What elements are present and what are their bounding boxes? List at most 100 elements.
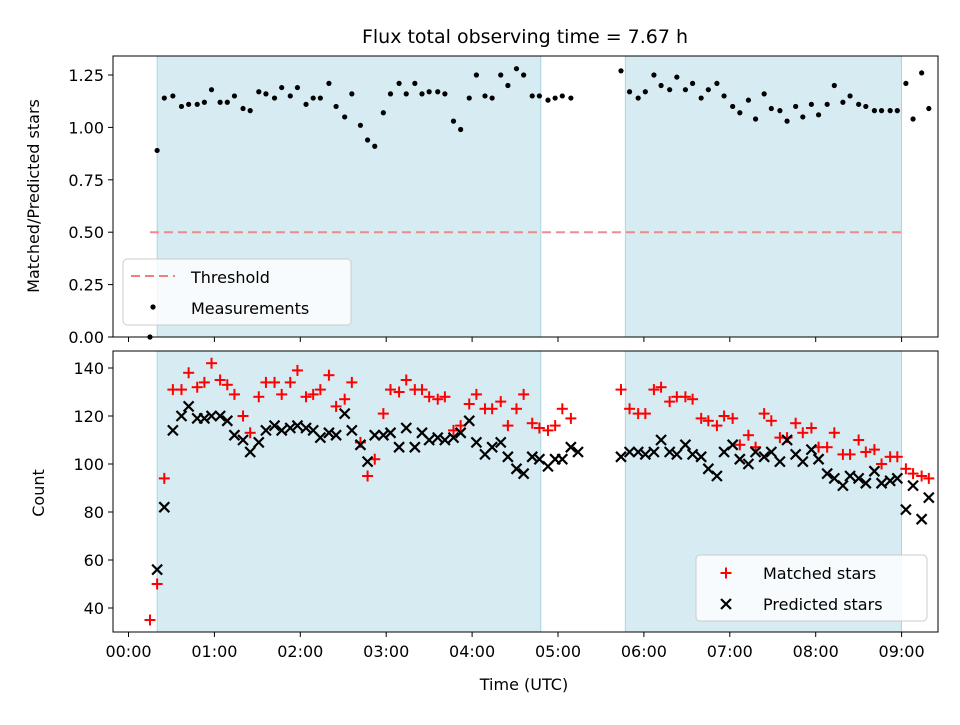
measurement-point — [752, 116, 759, 122]
matched-star-point — [742, 429, 754, 441]
matched-star-point — [844, 448, 856, 460]
measurement-point — [831, 82, 837, 89]
measurement-point — [326, 80, 332, 86]
measurement-point — [761, 91, 767, 97]
x-axis-label: Time (UTC) — [479, 675, 568, 694]
predicted-star-point — [860, 477, 872, 489]
predicted-star-point — [205, 410, 218, 422]
predicted-star-point — [565, 441, 577, 453]
predicted-stars-points — [151, 400, 935, 576]
predicted-star-point — [572, 446, 584, 458]
legend-predicted-swatch — [720, 598, 732, 610]
predicted-star-point — [330, 429, 342, 441]
measurement-point — [651, 72, 657, 78]
measurement-point — [357, 122, 364, 128]
measurement-point — [403, 91, 409, 97]
matched-star-point — [416, 384, 428, 396]
matched-star-point — [687, 393, 699, 405]
matched-star-point — [495, 396, 507, 408]
measurement-point — [682, 87, 689, 93]
measurement-point — [201, 99, 207, 105]
predicted-star-point — [314, 431, 327, 444]
matched-star-point — [891, 451, 903, 463]
measurement-point — [745, 97, 752, 103]
count-legend: Matched stars Predicted stars — [695, 554, 928, 622]
predicted-star-point — [260, 424, 272, 437]
matched-star-point — [615, 384, 627, 396]
predicted-star-point — [393, 441, 405, 453]
predicted-star-point — [632, 446, 644, 458]
matched-star-point — [214, 374, 226, 386]
matched-star-point — [765, 415, 777, 427]
predicted-star-point — [275, 424, 288, 437]
matched-star-point — [198, 376, 210, 388]
measurement-point — [194, 101, 200, 107]
matched-star-point — [237, 410, 249, 422]
measurement-point — [730, 103, 736, 110]
count-plot-frame — [112, 350, 939, 633]
count-x-ticks: 00:00 01:00 02:00 03:00 04:00 05:00 06:00 07:00… — [105, 632, 925, 661]
predicted-star-point — [384, 427, 397, 439]
measurement-point — [545, 97, 551, 103]
predicted-star-point — [655, 434, 667, 446]
predicted-star-point — [758, 451, 770, 463]
measurement-point — [737, 110, 743, 116]
measurement-point — [489, 95, 495, 101]
measurement-point — [303, 101, 309, 107]
matched-star-point — [314, 384, 326, 396]
measurement-point — [689, 80, 696, 86]
legend-matched-swatch — [720, 567, 732, 579]
measurement-point — [231, 93, 238, 99]
matched-star-point — [900, 463, 912, 475]
matched-star-point — [377, 408, 389, 420]
predicted-star-point — [648, 446, 660, 458]
y-tick-label: 0.25 — [68, 276, 104, 295]
predicted-star-point — [884, 475, 896, 487]
predicted-star-point — [368, 429, 381, 441]
measurement-point — [364, 137, 371, 143]
predicted-star-point — [711, 470, 723, 482]
chart-title: Flux total observing time = 7.67 h — [362, 26, 688, 48]
measurement-point — [247, 108, 253, 114]
measurement-point — [435, 89, 441, 95]
measurement-point — [784, 118, 790, 124]
predicted-star-point — [868, 465, 881, 477]
predicted-star-point — [623, 446, 636, 458]
measurement-point — [559, 93, 565, 99]
matched-star-point — [470, 388, 482, 400]
measurement-point — [667, 87, 673, 93]
measurement-point — [186, 101, 192, 107]
predicted-star-point — [228, 429, 241, 441]
matched-stars-points — [144, 357, 935, 626]
matched-star-point — [244, 427, 256, 439]
predicted-star-point — [852, 472, 865, 485]
matched-star-point — [463, 398, 475, 410]
matched-star-point — [916, 470, 928, 482]
x-tick-label: 04:00 — [449, 642, 495, 661]
matched-star-point — [876, 458, 888, 470]
predicted-star-point — [377, 429, 390, 441]
measurement-point — [396, 80, 402, 86]
matched-star-point — [790, 417, 802, 429]
predicted-star-point — [679, 439, 692, 451]
matched-star-point — [228, 388, 240, 400]
measurement-point — [256, 89, 262, 95]
measurement-point — [777, 108, 783, 114]
measurement-point — [240, 105, 246, 112]
predicted-star-point — [663, 446, 676, 458]
predicted-star-point — [454, 427, 467, 439]
matched-star-point — [533, 422, 545, 434]
matched-star-point — [805, 422, 817, 434]
predicted-star-point — [158, 501, 171, 513]
predicted-star-point — [237, 434, 249, 446]
measurement-point — [568, 95, 574, 101]
measurement-points — [147, 66, 932, 340]
ratio-plot-frame — [112, 55, 939, 338]
measurement-point — [208, 87, 215, 93]
predicted-star-point — [639, 448, 652, 461]
matched-star-point — [734, 439, 746, 451]
x-tick-label: 01:00 — [191, 642, 237, 661]
count-y-axis-label: Count — [29, 469, 48, 517]
predicted-star-point — [300, 422, 312, 434]
